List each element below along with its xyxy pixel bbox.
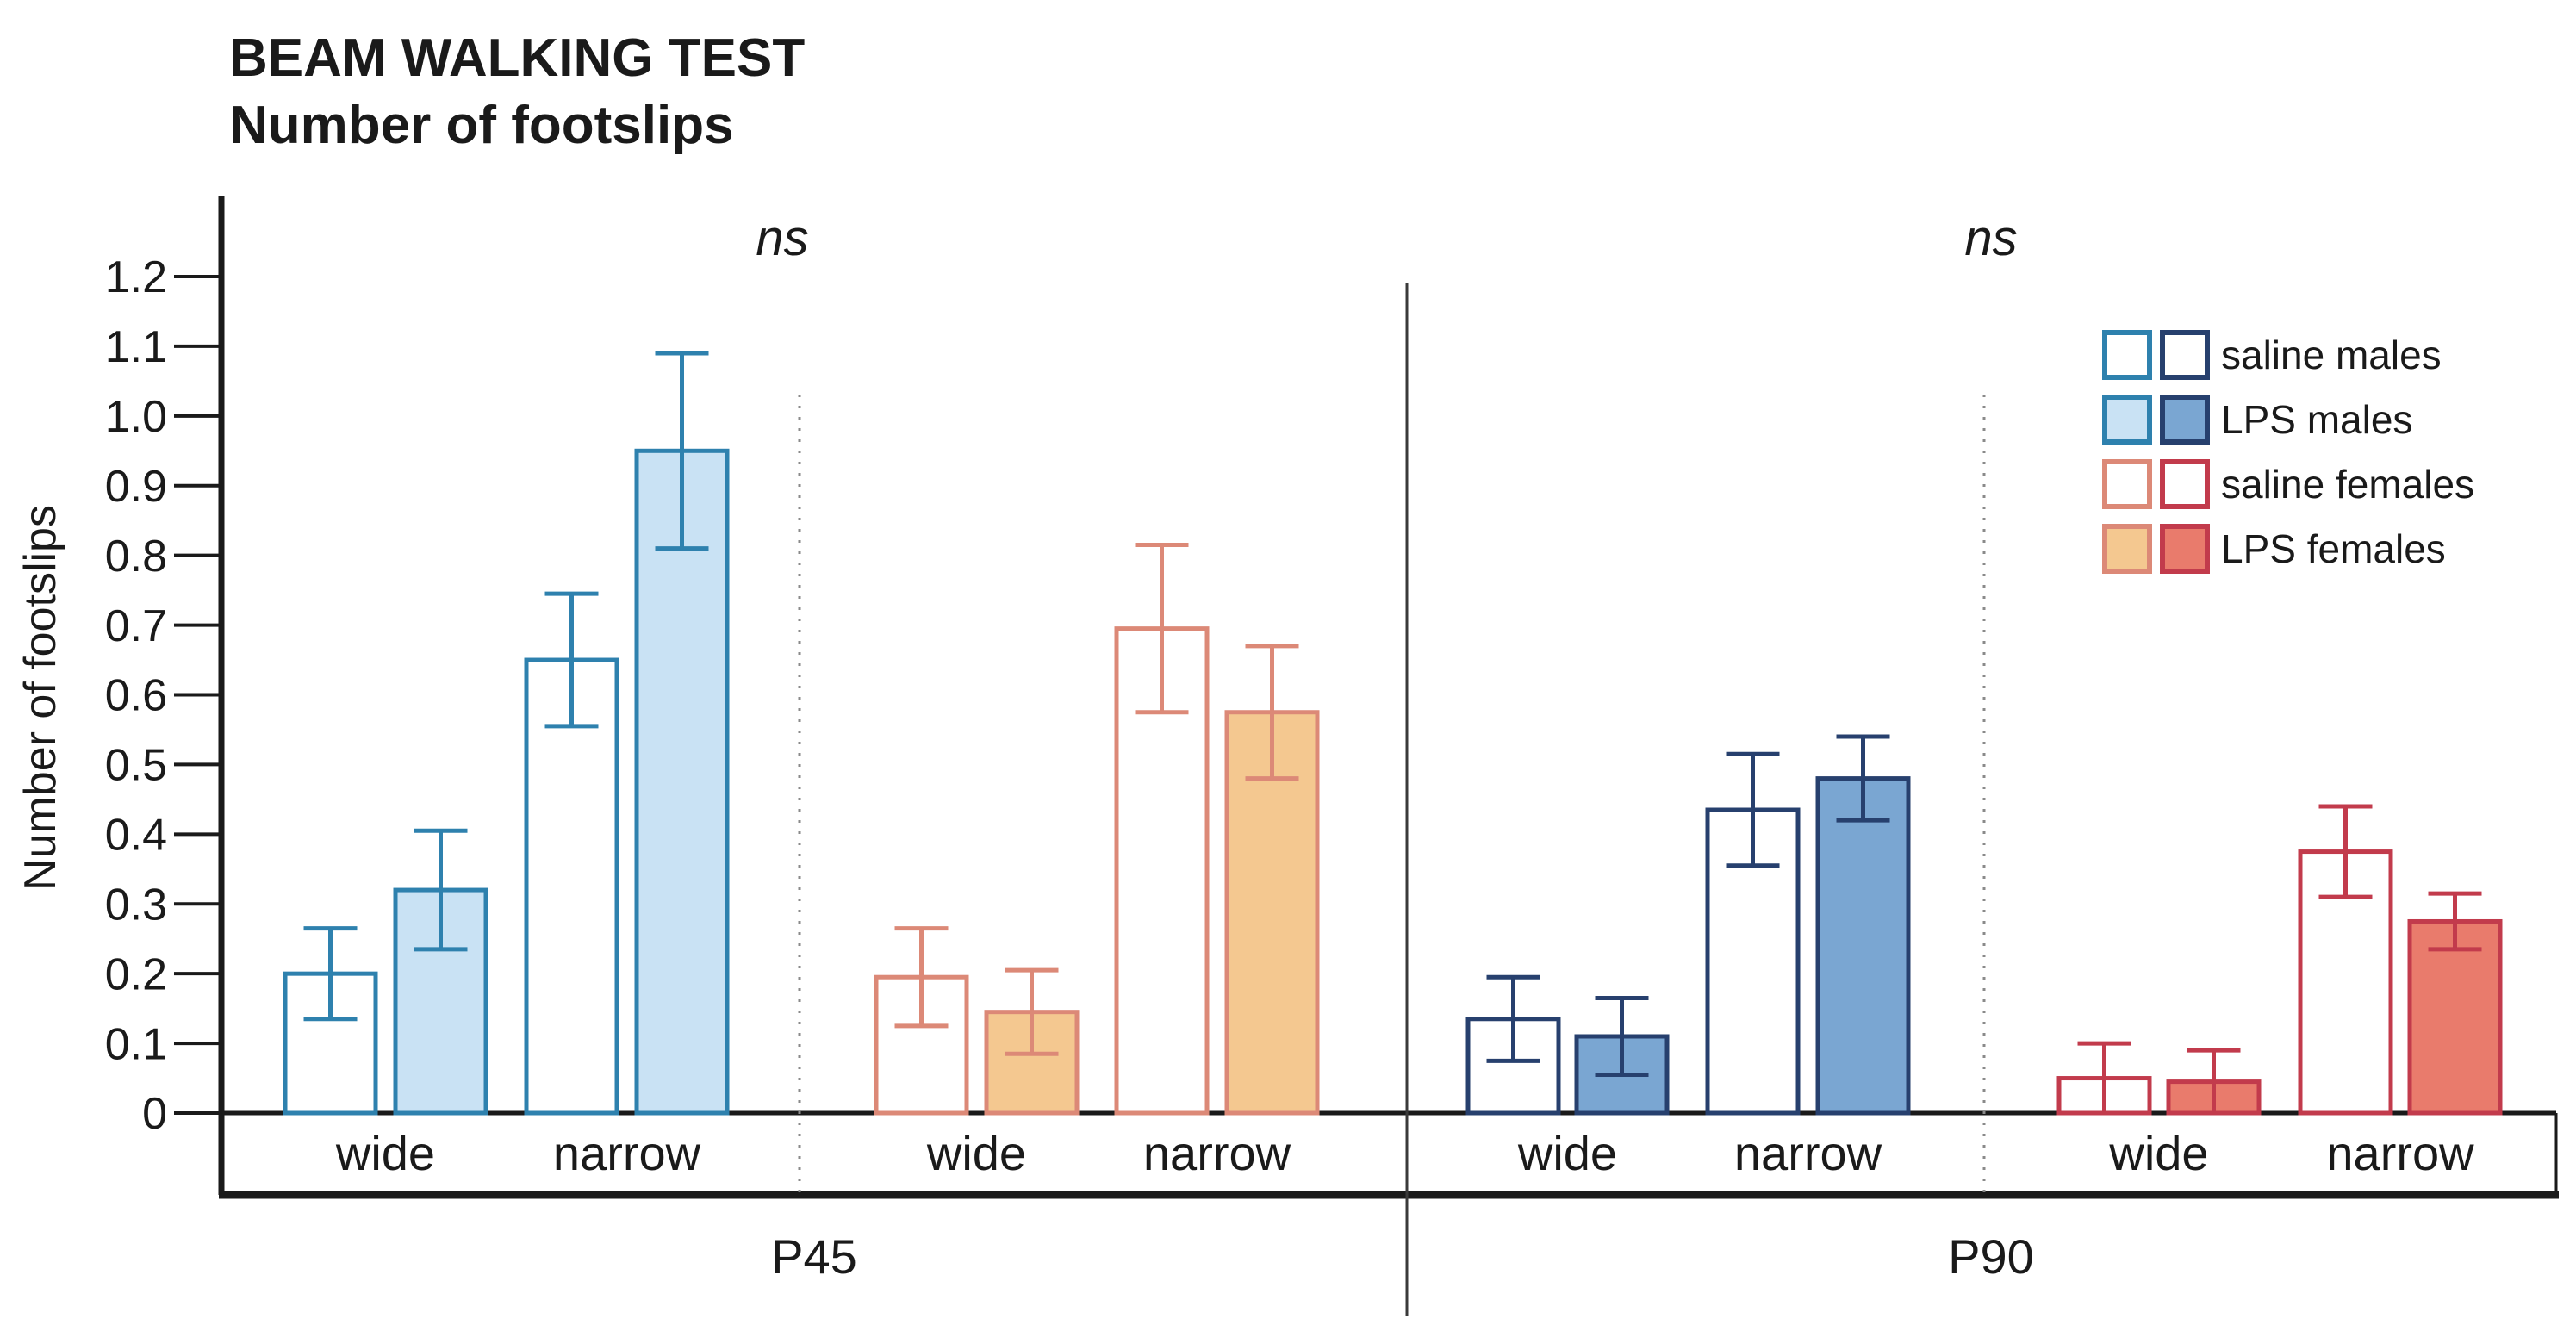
panel-label-p90: P90 (1948, 1229, 2034, 1284)
legend-layer: saline males LPS males saline females LPS f… (2102, 330, 2474, 574)
y-axis-tick-label: 0.8 (105, 532, 167, 582)
y-axis-tick-label: 0.2 (105, 949, 167, 999)
y-axis-tick-label: 0.3 (105, 880, 167, 930)
label-layer: wide narrow wide narrow P45 wide narrow wide nar… (335, 1126, 2474, 1284)
category-label-wide: wide (1517, 1126, 1617, 1180)
y-axis-tick-label: 0.1 (105, 1019, 167, 1069)
y-axis-label: Number of footslips (16, 505, 65, 891)
y-axis-tick-label: 0.6 (105, 671, 167, 721)
bar-p90-males-narrow-lps (1815, 776, 1911, 1116)
category-label-wide: wide (2108, 1126, 2208, 1180)
category-label-wide: wide (926, 1126, 1026, 1180)
y-axis-tick-label: 1.1 (105, 322, 167, 372)
legend-swatch (2102, 459, 2152, 509)
legend-label: LPS males (2221, 397, 2412, 442)
category-label-narrow: narrow (2326, 1126, 2474, 1180)
legend-label: saline females (2221, 462, 2474, 507)
legend-label: saline males (2221, 333, 2442, 377)
category-label-narrow: narrow (1734, 1126, 1882, 1180)
category-label-wide: wide (335, 1126, 435, 1180)
chart-title-line2: Number of footslips (229, 96, 734, 155)
ns-annotation-p45: ns (756, 210, 808, 266)
y-axis-tick-label: 0.9 (105, 462, 167, 512)
divider-layer (798, 283, 1986, 1316)
y-axis-tick-label: 1.2 (105, 252, 167, 302)
legend-swatch (2160, 330, 2210, 380)
category-label-narrow: narrow (1143, 1126, 1291, 1180)
legend-swatch (2102, 524, 2152, 574)
y-axis-tick-label: 1.0 (105, 392, 167, 442)
bars-layer (283, 351, 2503, 1116)
ns-annotation-p90: ns (1964, 210, 2017, 266)
chart-title-line1: BEAM WALKING TEST (229, 28, 805, 88)
legend-swatch (2102, 395, 2152, 445)
legend-swatch (2160, 395, 2210, 445)
y-axis-tick-label: 0 (142, 1089, 167, 1139)
bar-p45-males-narrow-saline (524, 657, 619, 1116)
y-axis-tick-label: 0.7 (105, 601, 167, 651)
legend-label: LPS females (2221, 526, 2446, 571)
legend-swatch (2160, 459, 2210, 509)
y-axis-tick-label: 0.4 (105, 811, 167, 861)
legend-swatch (2102, 330, 2152, 380)
bar-p45-males-narrow-lps (634, 448, 730, 1116)
legend-swatch (2160, 524, 2210, 574)
category-label-narrow: narrow (553, 1126, 701, 1180)
y-axis-tick-label: 0.5 (105, 741, 167, 791)
panel-label-p45: P45 (771, 1229, 857, 1284)
